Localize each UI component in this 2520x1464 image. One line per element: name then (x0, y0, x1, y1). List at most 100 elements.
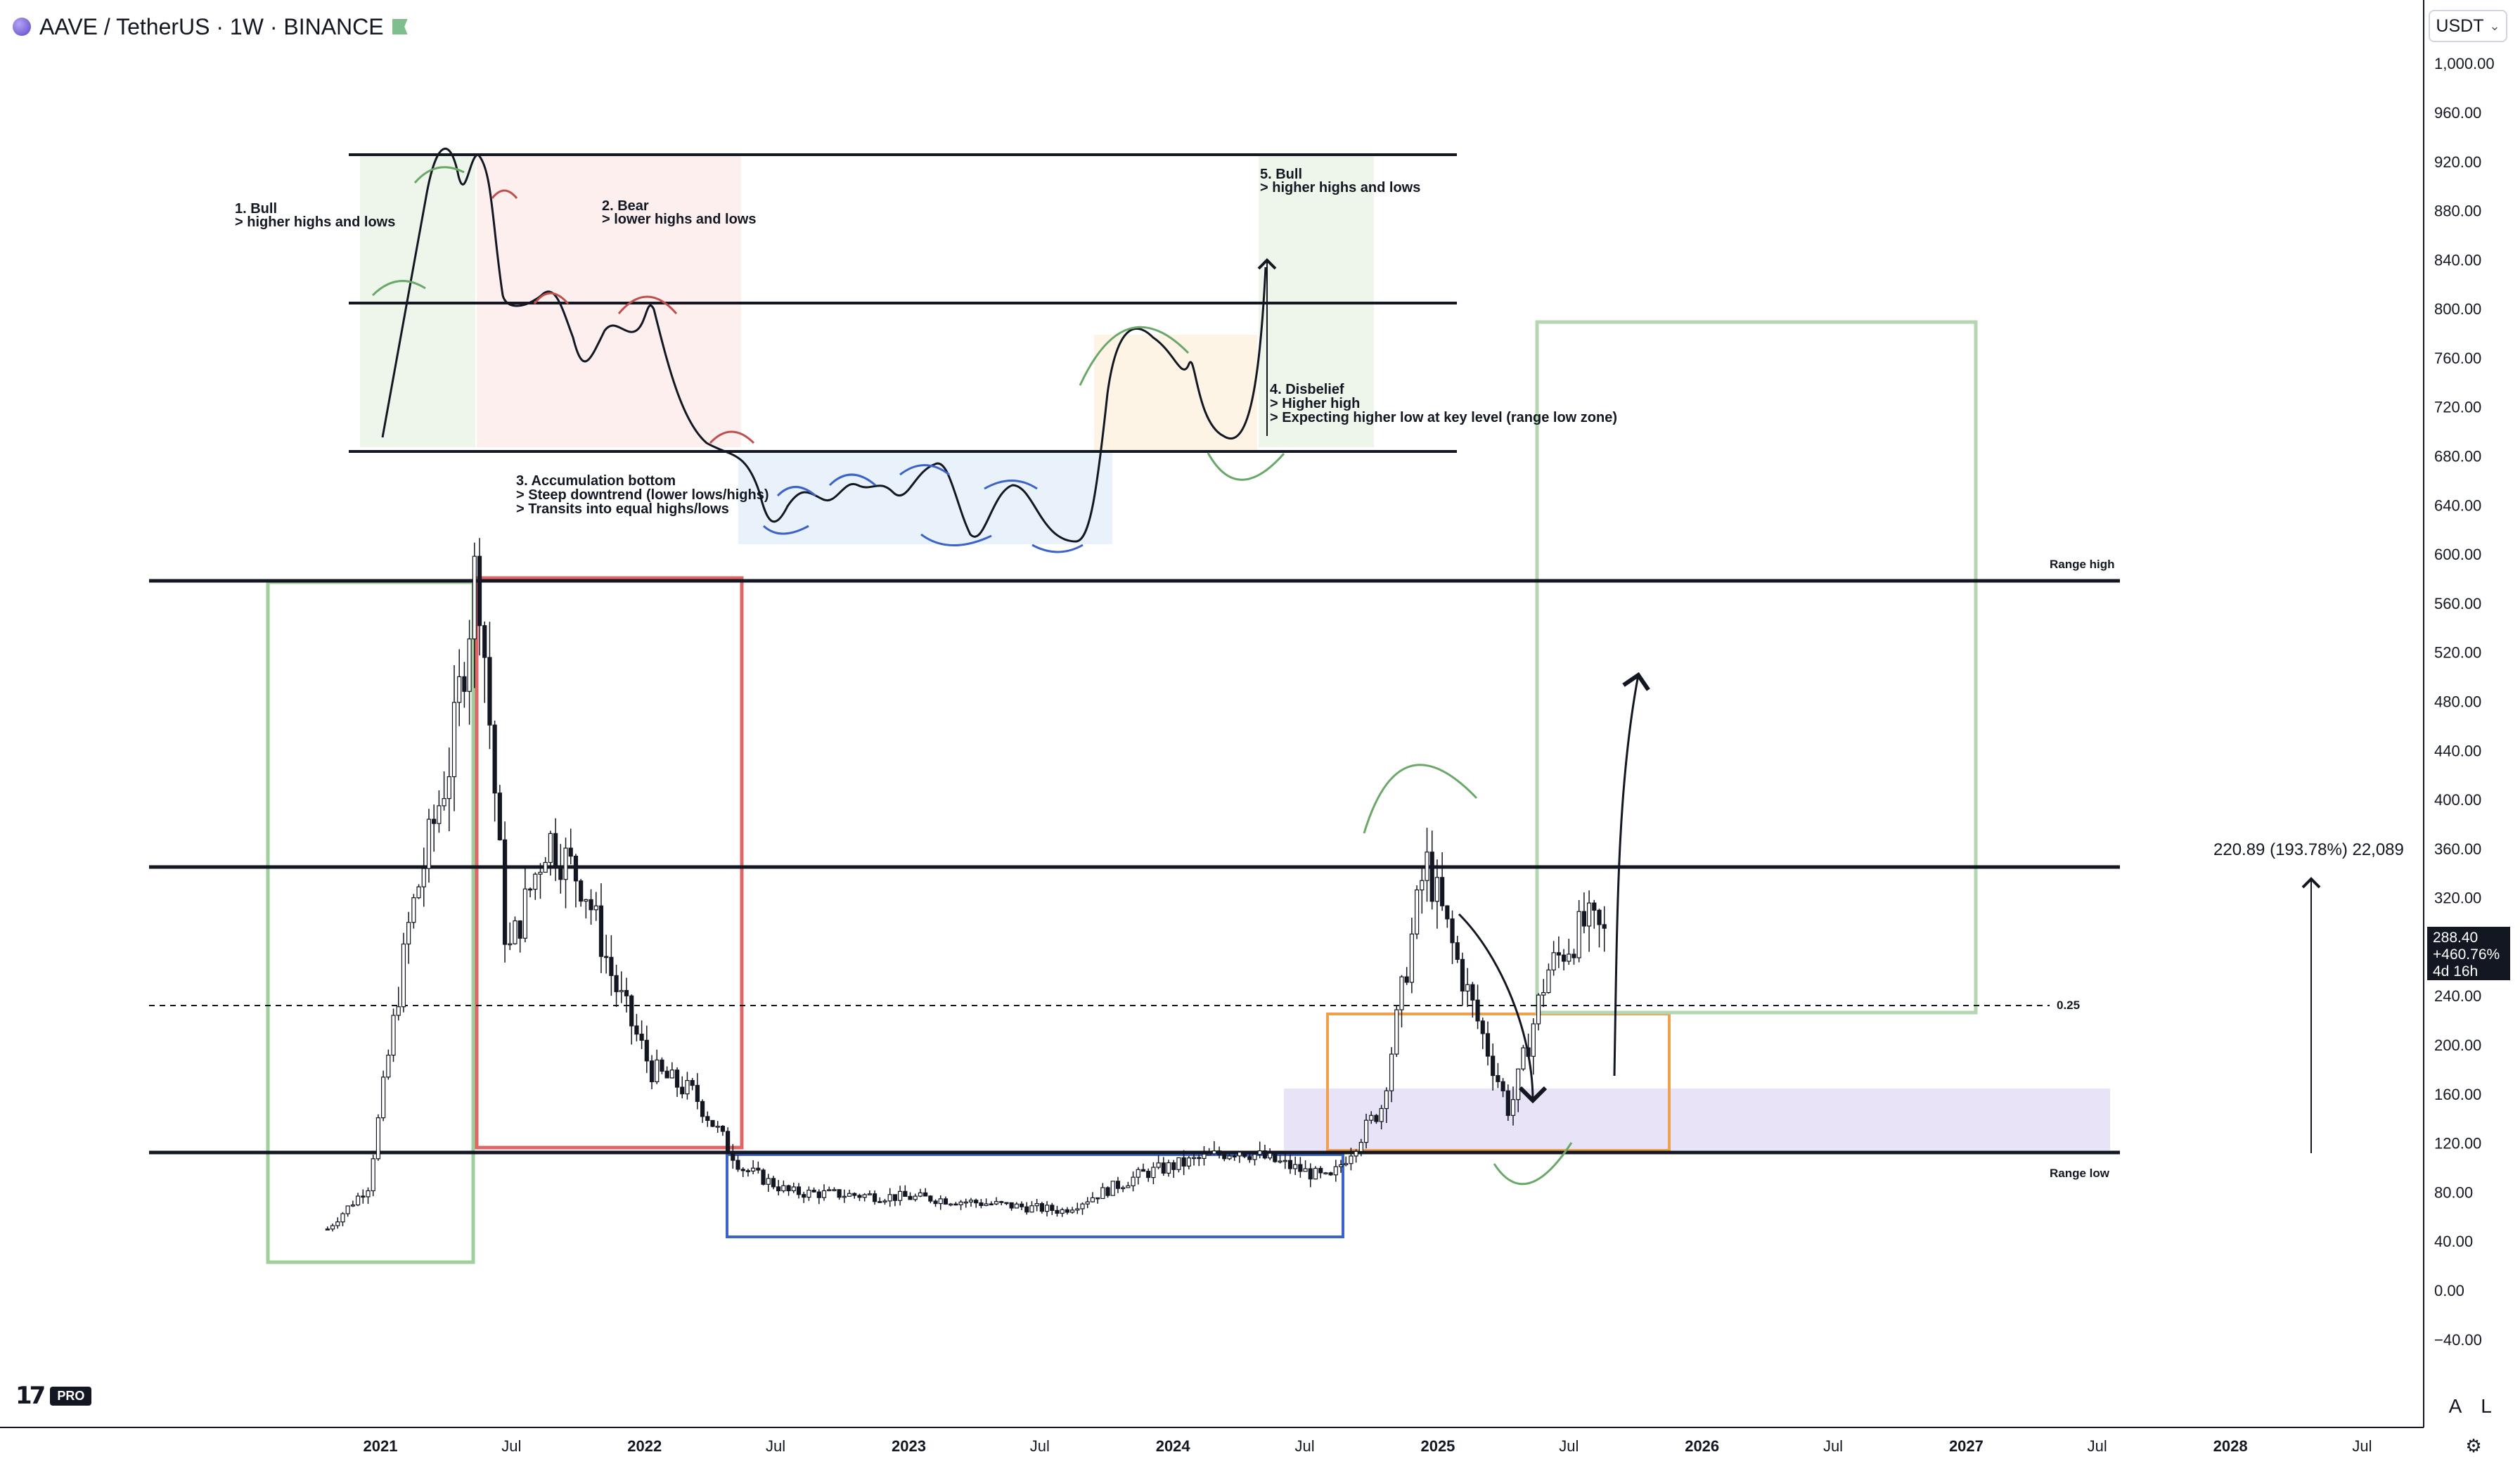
candle-bear (979, 1202, 984, 1207)
candle-bear (690, 1079, 695, 1086)
candle-bull (508, 943, 513, 946)
candle-bear (1500, 1081, 1505, 1091)
candle-bull (1090, 1197, 1095, 1202)
candle-bear (598, 905, 604, 957)
candle-bull (1176, 1157, 1181, 1170)
currency-select[interactable]: USDT ⌄ (2429, 10, 2507, 42)
candle-bull (437, 805, 442, 824)
candle-bull (1510, 1099, 1516, 1116)
candle-bear (644, 1039, 649, 1062)
box-green-bull-2021 (266, 580, 475, 1264)
candle-bull (421, 868, 426, 887)
candle-bear (497, 792, 502, 840)
candle-bear (1374, 1115, 1379, 1122)
annotation-disbelief-line-2: > Expecting higher low at key level (ran… (1270, 410, 1617, 425)
y-tick-label: 360.00 (2434, 840, 2481, 858)
candle-bull (381, 1077, 386, 1119)
x-tick-label: 2027 (1949, 1437, 1984, 1455)
candle-bull (1536, 994, 1541, 1025)
candle-bear (1161, 1162, 1166, 1174)
tradingview-logo[interactable]: 17 PRO (15, 1382, 92, 1410)
candle-bull (949, 1203, 953, 1206)
candle-bull (882, 1200, 887, 1202)
log-scale-button[interactable]: L (2481, 1395, 2492, 1417)
candle-bull (330, 1225, 335, 1230)
candle-bull (1136, 1169, 1140, 1178)
candle-bull (1576, 911, 1581, 958)
last-price-badge: 288.40 +460.76% 4d 16h (2427, 927, 2510, 980)
schematic-disbelief-bg (1094, 335, 1257, 450)
candle-bear (1445, 905, 1450, 920)
zone-purple-demand (1284, 1089, 2110, 1150)
projection-arc-top-green (1363, 764, 1478, 834)
y-tick-label: 960.00 (2434, 104, 2481, 122)
level-label-range-low: Range low (2050, 1167, 2110, 1180)
candle-bear (1597, 909, 1602, 925)
time-axis[interactable]: 2021 Jul 2022 Jul 2023 Jul 2024 Jul 2025 Jul 2026 J… (364, 1437, 2372, 1455)
schematic-arc-blue-7 (1031, 544, 1084, 553)
annotation-bull-1-title: 1. Bull (235, 201, 277, 217)
candle-bear (872, 1193, 878, 1202)
candle-bull (938, 1198, 943, 1205)
price-axis[interactable]: 1,000.00 960.00 920.00 880.00 840.00 800.00 76… (2434, 55, 2495, 1349)
candle-bull (887, 1194, 892, 1202)
candle-bear (1485, 1033, 1491, 1057)
settings-gear-icon[interactable]: ⚙ (2465, 1434, 2482, 1456)
projection-curve-up (1613, 672, 1650, 1077)
candle-bear (1404, 976, 1409, 983)
last-price: 288.40 (2433, 930, 2479, 946)
candle-bull (1252, 1154, 1257, 1160)
x-tick-label: Jul (2352, 1437, 2372, 1455)
y-tick-label: 600.00 (2434, 546, 2481, 563)
candle-bear (1470, 984, 1475, 1001)
candle-bear (1505, 1090, 1510, 1116)
y-tick-label: 120.00 (2434, 1135, 2481, 1152)
candle-bull (1110, 1181, 1115, 1196)
candle-bull (1080, 1203, 1085, 1209)
candle-bull (1586, 902, 1592, 927)
candle-bear (1024, 1206, 1029, 1213)
candle-bull (446, 776, 451, 800)
y-tick-label: 520.00 (2434, 644, 2481, 662)
candle-bull (898, 1190, 903, 1201)
candle-bear (1039, 1203, 1044, 1212)
candle-bear (1556, 952, 1561, 956)
y-tick-label: 880.00 (2434, 203, 2481, 220)
symbol-title[interactable]: AAVE / TetherUS · 1W · BINANCE (39, 13, 384, 39)
schematic-arc-green-2 (413, 166, 465, 184)
candle-bear (1055, 1209, 1060, 1214)
candle-bear (629, 995, 634, 1027)
y-tick-label: −40.00 (2434, 1331, 2482, 1349)
candle-bull (371, 1158, 375, 1192)
x-tick-label: Jul (1823, 1437, 1843, 1455)
candle-bear (1460, 958, 1465, 992)
candle-bull (1131, 1176, 1136, 1186)
flag-icon[interactable] (392, 19, 408, 34)
y-tick-label: 800.00 (2434, 300, 2481, 318)
candle-bear (837, 1189, 842, 1198)
candle-bull (766, 1178, 771, 1185)
candle-bull (1151, 1167, 1156, 1179)
candle-bull (619, 989, 624, 992)
last-price-change: +460.76% (2433, 946, 2500, 963)
y-tick-label: 200.00 (2434, 1036, 2481, 1054)
candle-bear (771, 1178, 776, 1188)
schematic-arc-blue-5 (920, 533, 992, 546)
candle-bull (655, 1059, 660, 1082)
candle-bear (609, 956, 614, 977)
candle-bull (1029, 1205, 1034, 1213)
candle-bear (502, 839, 508, 945)
candle-bear (634, 1025, 639, 1035)
x-tick-label: 2023 (892, 1437, 926, 1455)
auto-scale-button[interactable]: A (2448, 1395, 2462, 1417)
candle-bear (1146, 1171, 1151, 1179)
candle-bull (1121, 1187, 1126, 1190)
level-label-fib: 0.25 (2057, 999, 2080, 1012)
candle-bull (406, 922, 411, 945)
candle-bear (1592, 902, 1597, 911)
schematic-arc-blue-6 (984, 480, 1038, 490)
candle-bull (513, 920, 518, 944)
candle-bear (1019, 1203, 1024, 1207)
candle-bull (1420, 880, 1425, 891)
